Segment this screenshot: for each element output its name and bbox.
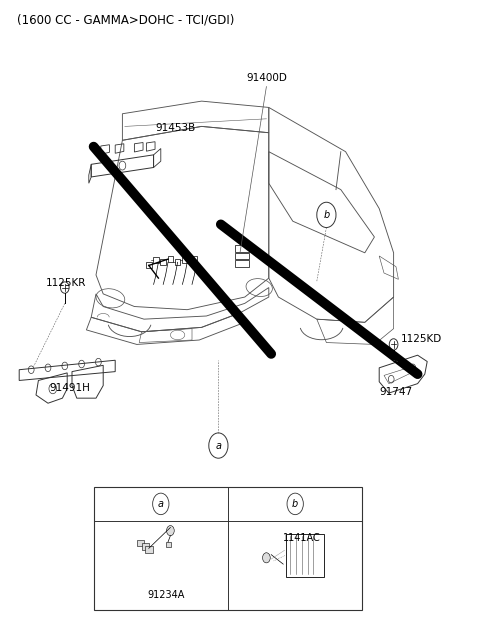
- Bar: [175, 259, 180, 265]
- Bar: [182, 257, 188, 263]
- Bar: [192, 256, 197, 262]
- Text: 91400D: 91400D: [246, 73, 287, 83]
- Bar: [137, 540, 144, 547]
- Text: b: b: [323, 210, 330, 220]
- Text: 1141AC: 1141AC: [283, 533, 321, 542]
- Text: 91453B: 91453B: [155, 123, 195, 133]
- Bar: [235, 260, 249, 267]
- Text: 1125KR: 1125KR: [46, 277, 86, 288]
- Circle shape: [389, 339, 398, 350]
- Text: b: b: [292, 499, 299, 509]
- Bar: [168, 256, 173, 262]
- Circle shape: [263, 553, 270, 563]
- Text: (1600 CC - GAMMA>DOHC - TCI/GDI): (1600 CC - GAMMA>DOHC - TCI/GDI): [17, 14, 234, 27]
- Bar: [235, 245, 249, 252]
- Text: 1125KD: 1125KD: [401, 334, 442, 344]
- Text: 91234A: 91234A: [147, 590, 184, 600]
- Circle shape: [167, 526, 174, 536]
- Text: a: a: [158, 499, 164, 509]
- Bar: [187, 255, 192, 260]
- Bar: [153, 257, 159, 263]
- Text: 91491H: 91491H: [49, 383, 90, 393]
- Bar: [235, 253, 249, 259]
- Bar: [286, 534, 324, 577]
- Bar: [142, 544, 149, 550]
- Bar: [160, 259, 166, 265]
- Bar: [145, 547, 153, 553]
- Text: a: a: [216, 441, 221, 451]
- Text: 91747: 91747: [379, 387, 413, 397]
- Bar: [146, 262, 152, 268]
- Bar: [166, 542, 171, 547]
- Circle shape: [60, 282, 69, 293]
